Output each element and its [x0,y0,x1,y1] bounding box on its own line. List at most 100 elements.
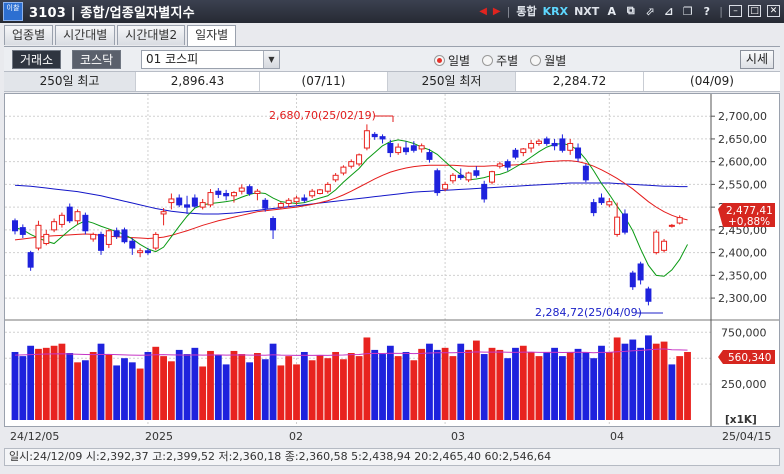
volume-bar [316,355,324,420]
candle-body [19,227,26,235]
candle [82,212,89,235]
radio-monthly[interactable]: 월별 [530,52,566,69]
exchange-button[interactable]: 거래소 [12,50,62,69]
integrated-link[interactable]: 통합 [516,5,537,18]
candle [309,188,316,199]
candle-body [285,199,292,204]
candle-body [230,192,237,197]
help-icon[interactable]: ? [703,4,710,18]
chart-area[interactable]: 2,700,002,650,002,600,002,550,002,500,00… [4,93,780,427]
restore-icon[interactable]: ❐ [682,4,693,18]
nxt-link[interactable]: NXT [574,4,600,18]
volume-bar [175,349,183,420]
candle [160,208,167,226]
kosdaq-button[interactable]: 코스닥 [72,50,122,69]
radio-daily[interactable]: 일별 [434,52,470,69]
radio-selected-icon[interactable] [434,55,445,66]
candle [43,229,50,246]
candle [371,132,378,140]
candle-body [567,142,574,151]
radio-icon[interactable] [482,55,494,66]
candle [98,231,105,255]
volume-bar [496,349,504,420]
candle-body [58,214,65,225]
candle-body [262,199,269,209]
candle [129,238,136,255]
index-select[interactable]: 01 코스피 ▼ [141,50,280,69]
radio-icon[interactable] [530,55,542,66]
candle-body [598,197,605,204]
tab-by-date[interactable]: 일자별 [187,25,237,46]
candle-body [496,163,503,167]
candle-body [348,161,355,167]
candle-body [277,202,284,208]
price-volume-chart[interactable]: 2,700,002,650,002,600,002,550,002,500,00… [5,94,779,426]
price-tick-label: 2,450,00 [718,224,767,237]
close-icon[interactable]: ✕ [767,5,780,17]
candle-body [129,240,136,249]
bookmark-icon[interactable]: ⊿ [664,4,674,18]
tab-by-time-2[interactable]: 시간대별2 [117,25,186,45]
volume-unit-label: [x1K] [725,414,757,426]
candle-body [489,171,496,183]
candle [457,168,464,180]
prev-arrow-icon[interactable]: ◀ [479,5,487,17]
chevron-down-icon[interactable]: ▼ [263,51,279,68]
volume-bar [214,355,222,420]
control-bar: 거래소 코스닥 01 코스피 ▼ 일별 주별 월별 시세 [4,46,780,71]
candle [356,153,363,167]
volume-bar [238,354,246,420]
volume-bar [144,351,152,420]
candle-body [504,161,511,168]
candle-body [457,174,464,179]
app-logo-icon: 이찰 [3,2,23,21]
volume-bar [261,359,269,420]
volume-bar [433,349,441,420]
link-window-icon[interactable]: ⧉ [626,4,635,17]
volume-bar [559,356,566,420]
candle [168,193,175,210]
candle [27,250,34,271]
tab-by-time[interactable]: 시간대별 [55,25,116,45]
candle [637,261,644,285]
tab-by-sector[interactable]: 업종별 [4,25,54,45]
candle [645,286,652,306]
candle-body [676,217,683,224]
radio-weekly[interactable]: 주별 [482,52,518,69]
volume-bar [136,368,144,420]
candle-body [144,250,151,254]
candle [465,171,472,183]
candle [137,248,144,258]
pin-icon[interactable]: ⬀ [645,4,655,18]
volume-bar [89,351,97,420]
maximize-icon[interactable]: □ [748,5,761,17]
candle-body [653,231,660,254]
candle-body [481,183,488,200]
font-size-icon[interactable]: A [607,4,617,18]
next-arrow-icon[interactable]: ▶ [492,5,501,17]
candle [676,215,683,225]
volume-bars [11,335,691,420]
candle-body [582,165,589,181]
candle-body [324,183,331,192]
toolbar-divider: | [506,4,511,18]
low-annotation: 2,284,72(25/04/09) [535,306,642,319]
volume-bar [426,343,433,420]
candle-body [176,197,183,206]
candle-body [403,147,409,153]
candle [661,238,668,253]
volume-bar [519,345,527,420]
candle-body [614,216,621,235]
quote-button[interactable]: 시세 [739,50,774,69]
radio-daily-label: 일별 [448,54,471,68]
date-label-end: 25/04/15 [722,430,772,443]
candle [340,165,347,176]
volume-bar [645,335,652,420]
krx-link[interactable]: KRX [542,4,569,18]
candle-body [629,272,636,288]
minimize-icon[interactable]: – [729,5,742,17]
candle [121,227,128,244]
candle-body [309,190,316,197]
toolbar-divider: | [719,4,723,18]
candle [575,143,582,162]
